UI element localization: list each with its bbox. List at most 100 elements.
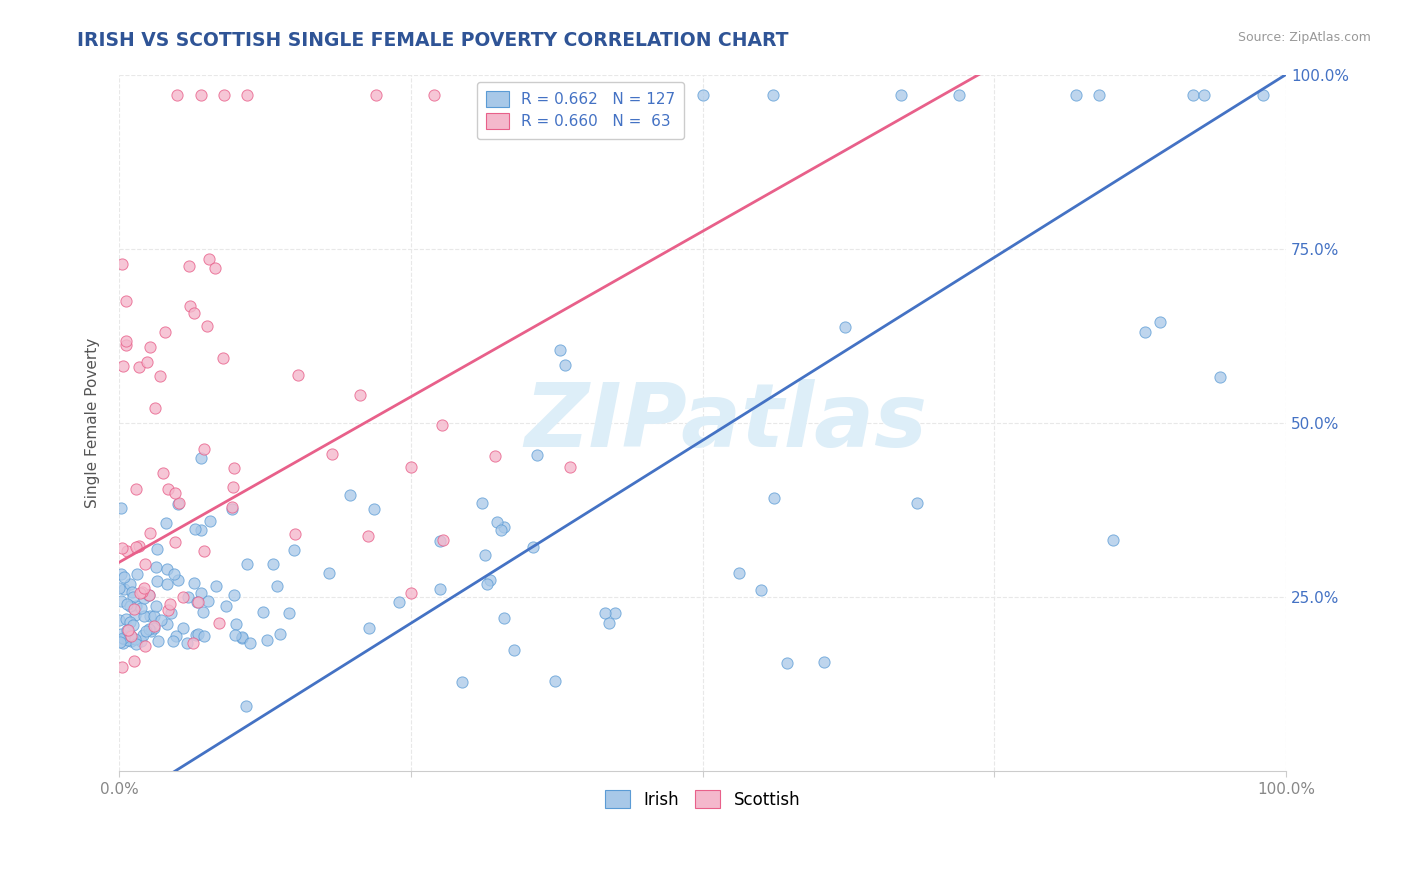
Point <box>149 614 172 628</box>
Point <box>121 590 143 604</box>
Point <box>485 516 508 530</box>
Point <box>339 488 361 502</box>
Point <box>423 88 446 103</box>
Point <box>162 634 184 648</box>
Point <box>492 519 515 533</box>
Point <box>132 609 155 624</box>
Point <box>359 621 381 635</box>
Point <box>603 606 626 620</box>
Point <box>143 619 166 633</box>
Point <box>139 624 162 639</box>
Point <box>111 359 134 373</box>
Point <box>187 626 209 640</box>
Point <box>129 600 152 615</box>
Point <box>118 628 141 642</box>
Point <box>115 293 138 308</box>
Point <box>115 623 138 637</box>
Point <box>108 581 131 595</box>
Point <box>222 480 245 494</box>
Point <box>143 401 166 415</box>
Point <box>131 628 153 642</box>
Point <box>222 460 245 475</box>
Point <box>118 599 141 614</box>
Point <box>190 88 212 103</box>
Point <box>139 340 162 354</box>
Point <box>167 496 190 510</box>
Point <box>165 486 187 500</box>
Point <box>195 319 218 334</box>
Point <box>124 602 146 616</box>
Point <box>554 358 576 372</box>
Point <box>749 582 772 597</box>
Point <box>1064 88 1087 103</box>
Point <box>478 573 501 587</box>
Point <box>890 88 912 103</box>
Point <box>134 624 156 639</box>
Point <box>429 534 451 549</box>
Point <box>155 516 177 530</box>
Point <box>560 460 582 475</box>
Point <box>115 337 138 351</box>
Point <box>907 496 929 510</box>
Point <box>111 541 134 556</box>
Point <box>167 573 190 587</box>
Point <box>432 533 454 547</box>
Point <box>157 603 180 617</box>
Point <box>474 548 496 562</box>
Point <box>145 560 167 574</box>
Point <box>152 466 174 480</box>
Point <box>166 498 188 512</box>
Point <box>813 655 835 669</box>
Point <box>122 617 145 632</box>
Point <box>112 582 135 596</box>
Point <box>145 541 167 556</box>
Text: Source: ZipAtlas.com: Source: ZipAtlas.com <box>1237 31 1371 45</box>
Point <box>692 88 714 103</box>
Point <box>184 628 207 642</box>
Point <box>146 634 169 648</box>
Point <box>834 320 856 334</box>
Point <box>1102 533 1125 547</box>
Point <box>186 595 208 609</box>
Point <box>111 660 134 674</box>
Point <box>198 252 221 266</box>
Point <box>160 606 183 620</box>
Point <box>110 627 132 641</box>
Point <box>363 501 385 516</box>
Point <box>205 579 228 593</box>
Point <box>120 629 142 643</box>
Point <box>204 260 226 275</box>
Point <box>172 591 194 605</box>
Point <box>231 630 253 644</box>
Point <box>475 577 498 591</box>
Point <box>221 502 243 516</box>
Point <box>120 634 142 648</box>
Point <box>115 597 138 611</box>
Point <box>236 88 259 103</box>
Point <box>503 643 526 657</box>
Point <box>179 299 201 313</box>
Point <box>193 544 215 558</box>
Point <box>544 674 567 689</box>
Point <box>132 591 155 605</box>
Legend: Irish, Scottish: Irish, Scottish <box>598 784 807 815</box>
Point <box>598 615 620 630</box>
Point <box>112 570 135 584</box>
Point <box>215 599 238 613</box>
Point <box>111 631 134 645</box>
Point <box>470 496 492 510</box>
Point <box>172 621 194 635</box>
Point <box>212 351 235 366</box>
Point <box>190 524 212 538</box>
Point <box>117 632 139 647</box>
Point <box>489 523 512 537</box>
Point <box>278 606 301 620</box>
Point <box>225 616 247 631</box>
Point <box>159 598 181 612</box>
Point <box>1194 88 1216 103</box>
Point <box>124 607 146 622</box>
Text: ZIPatlas: ZIPatlas <box>524 379 928 467</box>
Point <box>125 541 148 555</box>
Point <box>134 639 156 653</box>
Point <box>236 557 259 571</box>
